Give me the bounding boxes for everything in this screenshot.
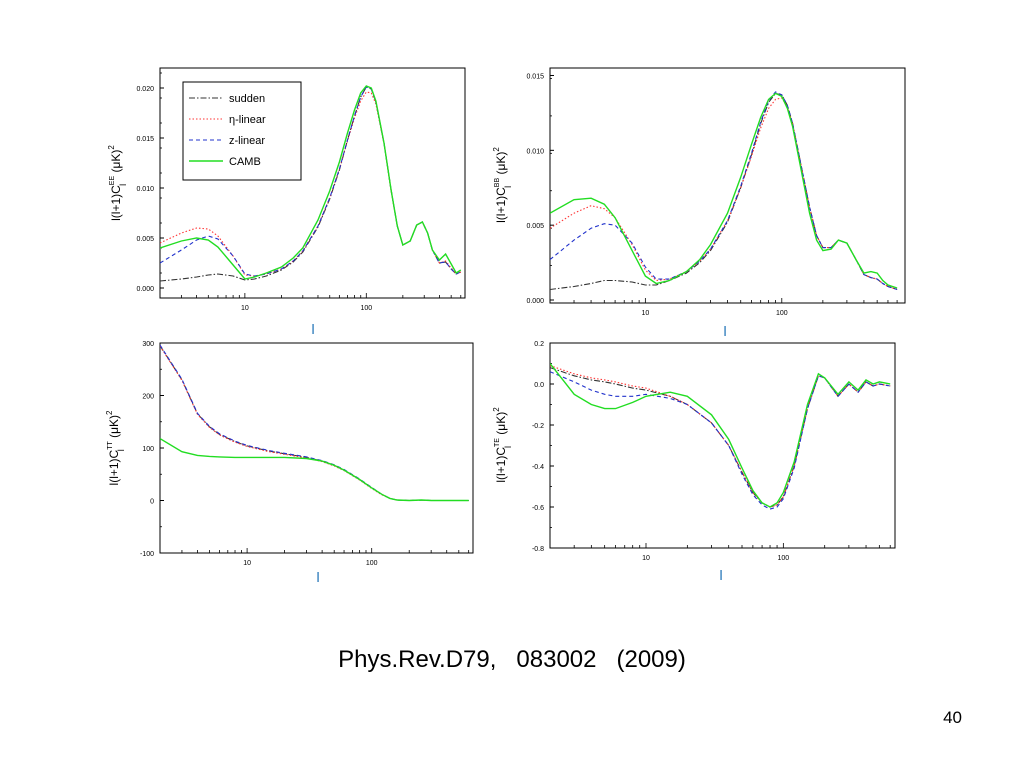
y-tick-label: 0.015 xyxy=(526,73,544,80)
series-line-sudden xyxy=(550,92,898,291)
y-tick-label: 0.000 xyxy=(136,286,154,293)
y-axis-label-part: (μK) xyxy=(494,152,508,178)
series-line-CAMB xyxy=(550,363,891,508)
y-tick-label: 0.015 xyxy=(136,136,154,143)
y-tick-label: 0.005 xyxy=(136,236,154,243)
x-tick-label: 10 xyxy=(641,310,649,317)
y-axis-label-part: l xyxy=(503,186,513,188)
series-line-zlinear xyxy=(550,91,898,291)
series-line-CAMB xyxy=(160,437,469,502)
y-axis-label-part: TE xyxy=(494,438,501,447)
series-line-CAMB xyxy=(160,85,462,280)
series-line-linear xyxy=(550,97,898,291)
y-axis-label-part: BB xyxy=(494,178,501,188)
y-tick-label: -0.2 xyxy=(532,423,544,430)
citation-caption: Phys.Rev.D79, 083002 (2009) xyxy=(338,646,686,673)
y-tick-label: -0.4 xyxy=(532,464,544,471)
y-tick-label: -0.6 xyxy=(532,505,544,512)
y-tick-label: -0.8 xyxy=(532,546,544,553)
y-tick-label: 0.000 xyxy=(526,298,544,305)
y-axis-label-part: l(l+1)C xyxy=(494,447,508,483)
x-tick-label: 100 xyxy=(776,310,788,317)
legend-label: CAMB xyxy=(229,156,261,168)
y-axis-label-part: 2 xyxy=(105,410,114,415)
y-tick-label: 0.010 xyxy=(136,186,154,193)
y-axis-label-part: (μK) xyxy=(109,150,123,176)
y-axis-label: l(l+1)CTEl (μK)2 xyxy=(492,407,513,483)
plot-frame xyxy=(159,67,466,299)
page-number: 40 xyxy=(943,708,962,727)
y-axis-label-part: 2 xyxy=(492,147,501,152)
y-axis-label-part: 2 xyxy=(492,407,501,412)
y-axis-label-part: (μK) xyxy=(494,412,508,438)
y-axis-label-part: EE xyxy=(109,176,116,186)
plot-frame xyxy=(549,342,896,549)
x-tick-label: 100 xyxy=(778,555,790,562)
y-axis-label-part: l xyxy=(116,449,126,451)
plot-frame xyxy=(159,342,474,554)
x-axis-label: l xyxy=(719,567,722,583)
y-tick-label: 0.010 xyxy=(526,148,544,155)
series-line-sudden xyxy=(550,367,891,508)
plot-frame xyxy=(549,67,906,304)
series-line-CAMB xyxy=(550,92,898,289)
y-tick-label: 0.005 xyxy=(526,223,544,230)
x-tick-label: 10 xyxy=(642,555,650,562)
y-axis-label-part: l(l+1)C xyxy=(494,187,508,223)
y-axis-label-part: 2 xyxy=(107,145,116,150)
legend-label: η-linear xyxy=(229,114,266,126)
y-axis-label: l(l+1)CTTl (μK)2 xyxy=(105,410,126,485)
legend-label: sudden xyxy=(229,93,265,105)
legend-label: z-linear xyxy=(229,135,265,147)
series-line-zlinear xyxy=(160,344,469,502)
y-tick-label: 100 xyxy=(142,446,154,453)
x-tick-label: 100 xyxy=(366,560,378,567)
series-line-linear xyxy=(550,365,891,508)
x-axis-label: l xyxy=(311,321,314,337)
x-tick-label: 100 xyxy=(360,305,372,312)
y-tick-label: 0.2 xyxy=(534,341,544,348)
y-tick-label: 0.0 xyxy=(534,382,544,389)
y-axis-label-part: l(l+1)C xyxy=(109,185,123,221)
y-axis-label: l(l+1)CBB l (μK)2 xyxy=(492,147,513,223)
x-axis-label: l xyxy=(723,323,726,339)
x-tick-label: 10 xyxy=(241,305,249,312)
series-line-zlinear xyxy=(550,371,891,510)
y-tick-label: 0 xyxy=(150,499,154,506)
x-tick-label: 10 xyxy=(243,560,251,567)
x-axis-label: l xyxy=(316,569,319,585)
y-axis-label-part: l xyxy=(503,446,513,448)
y-axis-label-part: (μK) xyxy=(107,415,121,441)
y-tick-label: 0.020 xyxy=(136,86,154,93)
y-axis-label-part: TT xyxy=(107,441,114,450)
y-tick-label: 200 xyxy=(142,394,154,401)
y-axis-label: l(l+1)CEE l (μK)2 xyxy=(107,145,128,221)
legend: sudden η-linear z-linear CAMB xyxy=(182,81,302,181)
y-axis-label-part: l(l+1)C xyxy=(107,449,121,485)
y-tick-label: -100 xyxy=(140,551,154,558)
y-axis-label-part: l xyxy=(118,184,128,186)
y-tick-label: 300 xyxy=(142,341,154,348)
